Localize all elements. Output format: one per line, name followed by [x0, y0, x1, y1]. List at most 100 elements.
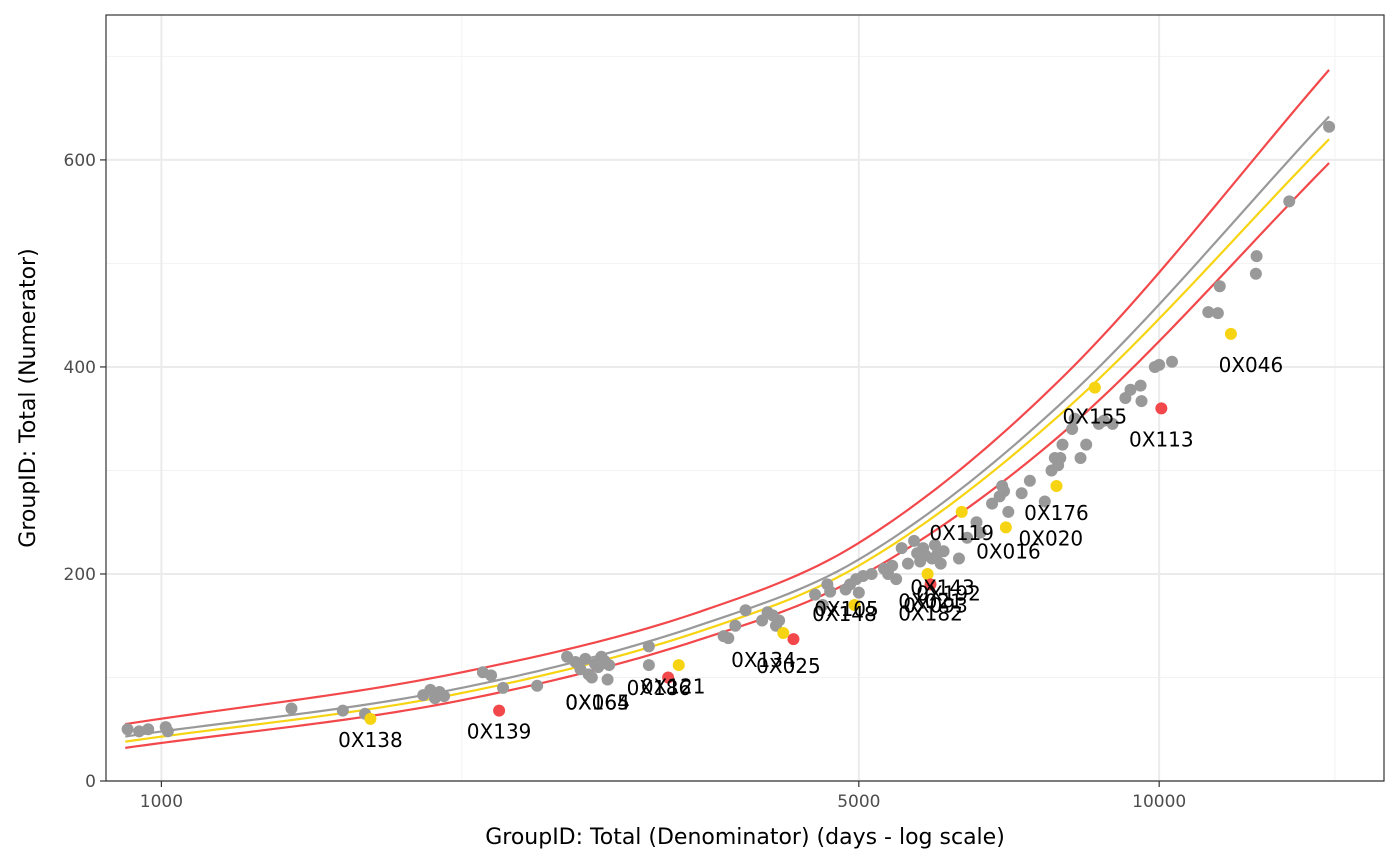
- data-point-76: [955, 505, 968, 518]
- data-point-61: [895, 542, 908, 555]
- point-label-1: 0X139: [467, 720, 532, 744]
- point-label-18: 0X176: [1024, 501, 1089, 525]
- data-point-49: [824, 585, 837, 598]
- data-point-4: [161, 725, 174, 738]
- point-label-3: 0X064: [565, 691, 630, 715]
- data-point-97: [1074, 452, 1087, 465]
- data-point-109: [1155, 402, 1168, 415]
- data-point-112: [1211, 307, 1224, 320]
- data-point-113: [1213, 280, 1226, 293]
- data-point-60: [890, 573, 903, 586]
- point-label-6: 0X134: [731, 648, 796, 672]
- data-point-13: [438, 690, 451, 703]
- y-axis-title: GroupID: Total (Numerator): [16, 248, 41, 547]
- data-point-43: [773, 614, 786, 627]
- point-label-17: 0X020: [1019, 526, 1084, 550]
- curve-1: [125, 115, 1330, 738]
- x-tick-label-0: 1000: [140, 792, 183, 812]
- point-label-20: 0X113: [1129, 427, 1194, 451]
- point-label-14: 0X182: [898, 601, 963, 625]
- data-point-0: [121, 723, 134, 736]
- data-point-73: [934, 557, 947, 570]
- x-axis-title: GroupID: Total (Denominator) (days - log…: [485, 825, 1005, 850]
- data-point-29: [601, 673, 614, 686]
- curve-0: [125, 69, 1330, 726]
- point-label-13: 0X021: [898, 589, 963, 613]
- data-point-52: [848, 599, 861, 612]
- data-point-75: [952, 552, 965, 565]
- data-point-79: [974, 526, 987, 539]
- data-point-94: [1056, 438, 1069, 451]
- data-point-104: [1124, 383, 1137, 396]
- y-tick-label-0: 0: [85, 772, 96, 792]
- data-point-116: [1250, 250, 1263, 263]
- x-tick-label-1: 5000: [837, 792, 880, 812]
- data-point-36: [722, 632, 735, 645]
- plot-panel-background: [106, 15, 1384, 781]
- data-point-117: [1283, 195, 1296, 208]
- data-point-31: [642, 640, 655, 653]
- data-point-118: [1323, 120, 1336, 133]
- data-point-15: [485, 669, 498, 682]
- data-point-74: [937, 545, 950, 558]
- point-label-11: 0X192: [916, 581, 981, 605]
- point-label-8: 0X105: [814, 597, 879, 621]
- point-label-16: 0X016: [976, 540, 1041, 564]
- x-axis-ticks: 1000 5000 10000: [140, 781, 1186, 812]
- data-point-106: [1135, 395, 1148, 408]
- data-point-16: [493, 704, 506, 717]
- data-point-6: [336, 704, 349, 717]
- data-point-37: [729, 619, 742, 632]
- point-label-5: 0X121: [641, 674, 706, 698]
- data-point-5: [285, 702, 298, 715]
- data-point-18: [531, 679, 544, 692]
- data-point-83: [998, 485, 1011, 498]
- data-point-1: [133, 725, 146, 738]
- data-point-85: [1002, 505, 1015, 518]
- data-point-96: [1068, 412, 1081, 425]
- data-point-38: [739, 604, 752, 617]
- minor-grid: [106, 15, 1384, 781]
- plot-panel-border: [105, 14, 1385, 782]
- data-point-99: [1088, 381, 1101, 394]
- point-label-2: 0X165: [565, 691, 630, 715]
- data-point-111: [1202, 306, 1215, 319]
- data-point-98: [1080, 438, 1093, 451]
- data-point-77: [961, 531, 974, 544]
- y-tick-label-3: 600: [64, 151, 96, 171]
- point-label-12: 0X093: [903, 593, 968, 617]
- data-point-32: [642, 659, 655, 672]
- data-point-110: [1165, 355, 1178, 368]
- data-point-34: [672, 659, 685, 672]
- data-point-22: [579, 652, 592, 665]
- data-point-46: [809, 588, 822, 601]
- data-point-44: [777, 626, 790, 639]
- data-point-93: [1054, 452, 1067, 465]
- curve-2: [125, 138, 1330, 743]
- data-point-17: [497, 681, 510, 694]
- data-point-88: [1038, 495, 1051, 508]
- data-point-91: [1050, 479, 1063, 492]
- point-label-15: 0X119: [929, 521, 994, 545]
- point-label-4: 0X186: [627, 676, 692, 700]
- data-point-63: [908, 534, 921, 547]
- data-point-68: [921, 567, 934, 580]
- data-point-54: [852, 586, 865, 599]
- point-label-7: 0X025: [756, 654, 821, 678]
- data-point-45: [787, 633, 800, 646]
- data-points: [121, 120, 1336, 738]
- y-tick-label-1: 200: [64, 565, 96, 585]
- x-tick-label-2: 10000: [1132, 792, 1186, 812]
- data-point-69: [924, 578, 937, 591]
- y-axis-ticks: 0 200 400 600: [64, 151, 106, 792]
- data-point-78: [970, 516, 983, 529]
- data-point-2: [142, 723, 155, 736]
- data-point-47: [816, 599, 829, 612]
- data-point-62: [901, 557, 914, 570]
- control-limit-curves: [125, 69, 1330, 749]
- data-point-102: [1106, 417, 1119, 430]
- data-point-59: [886, 559, 899, 572]
- point-label-19: 0X155: [1063, 405, 1128, 429]
- data-point-95: [1066, 423, 1079, 436]
